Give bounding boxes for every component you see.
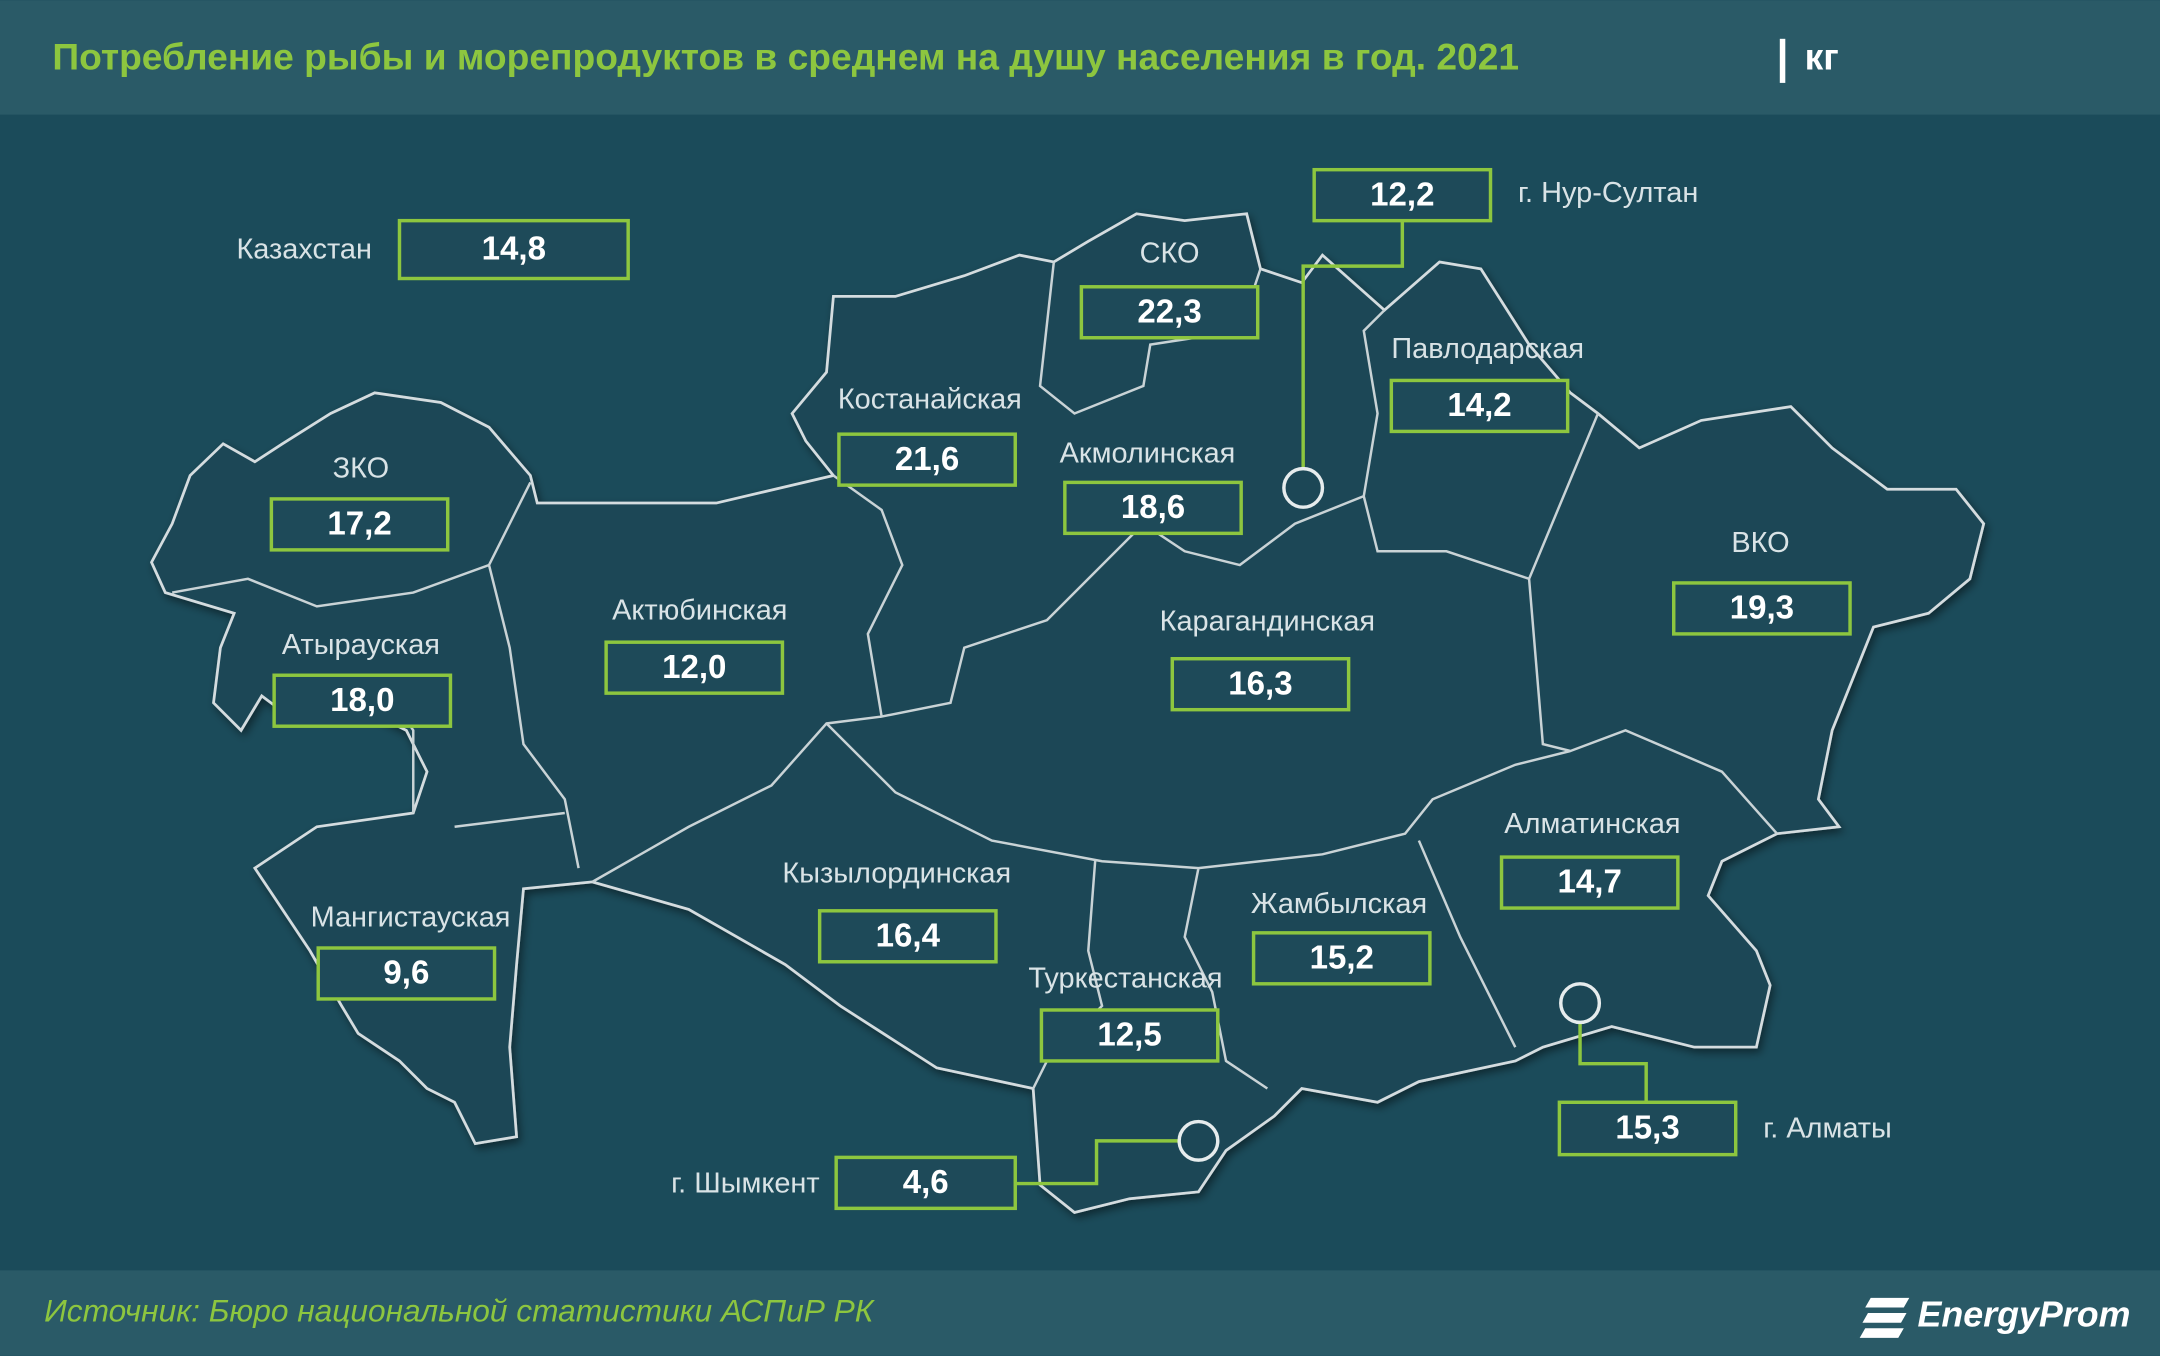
country-outline (149, 212, 1986, 1214)
value-box (604, 640, 785, 695)
city-name: г. Шымкент (671, 1168, 819, 1200)
region-name: Кызылординская (782, 858, 1011, 890)
unit: кг (1805, 35, 1839, 77)
value-label: 15,2 (1310, 939, 1374, 976)
value-label: 16,3 (1228, 665, 1292, 702)
value-label: 12,0 (662, 649, 726, 686)
logo: EnergyProm (1918, 1295, 2131, 1335)
region-name: Туркестанская (1028, 962, 1222, 994)
region-name: Мангистауская (311, 902, 511, 934)
city-name: г. Нур-Султан (1518, 177, 1698, 209)
value-label: 12,2 (1370, 176, 1434, 213)
value-label: 15,3 (1615, 1110, 1679, 1147)
region-name: СКО (1140, 238, 1200, 270)
city-marker (1559, 982, 1602, 1025)
value-box (269, 497, 450, 552)
value-box (817, 909, 998, 964)
country-name: Казахстан (236, 234, 371, 266)
region-name: Атырауская (282, 629, 440, 661)
region-name: Карагандинская (1160, 606, 1375, 638)
value-box (1389, 378, 1570, 434)
value-label: 17,2 (327, 506, 391, 543)
value-label: 4,6 (903, 1164, 949, 1201)
connector (1301, 220, 1405, 469)
value-box (272, 673, 453, 728)
value-label: 9,6 (383, 955, 429, 992)
value-label: 14,2 (1447, 387, 1511, 424)
city-name: г. Алматы (1763, 1112, 1892, 1144)
value-label: 18,0 (330, 682, 394, 719)
logo-icon (1859, 1297, 1910, 1338)
value-label: 22,3 (1137, 293, 1201, 330)
connector (1015, 1139, 1180, 1186)
value-box (1499, 855, 1680, 910)
value-label: 21,6 (895, 441, 959, 478)
source: Источник: Бюро национальной статистики А… (44, 1292, 876, 1328)
value-box (316, 946, 497, 1001)
city-marker (1177, 1119, 1220, 1162)
separator (1779, 38, 1786, 83)
value-label: 19,3 (1730, 590, 1794, 627)
region-borders (171, 261, 1778, 1090)
value-label: 14,7 (1558, 864, 1622, 901)
region-name: Актюбинская (612, 595, 787, 627)
footer-band (0, 1270, 2160, 1356)
value-label: 12,5 (1097, 1017, 1161, 1054)
value-box (837, 432, 1017, 487)
value-box (834, 1155, 1017, 1211)
region-name: Алматинская (1504, 808, 1680, 840)
region-name: Павлодарская (1391, 333, 1584, 365)
value-box (1063, 480, 1243, 536)
value-label: 14,8 (482, 231, 546, 268)
value-box (1039, 1008, 1220, 1063)
value-label: 16,4 (876, 917, 941, 954)
value-box (1312, 167, 1493, 223)
connector (1578, 1022, 1648, 1103)
region-name: Жамбылская (1251, 888, 1427, 920)
header-band (0, 0, 2160, 115)
region-name: Костанайская (838, 384, 1022, 416)
value-box (1557, 1100, 1738, 1157)
value-box (1170, 656, 1351, 712)
region-name: Акмолинская (1060, 437, 1236, 469)
city-marker (1282, 466, 1325, 509)
value-label: 18,6 (1121, 489, 1185, 526)
value-box (397, 218, 630, 281)
region-name: ЗКО (333, 453, 389, 485)
region-name: ВКО (1731, 527, 1789, 559)
map (149, 212, 1986, 1214)
value-box (1079, 285, 1260, 340)
title: Потребление рыбы и морепродуктов в средн… (52, 35, 1519, 77)
value-box (1251, 931, 1432, 986)
value-box (1672, 581, 1852, 636)
